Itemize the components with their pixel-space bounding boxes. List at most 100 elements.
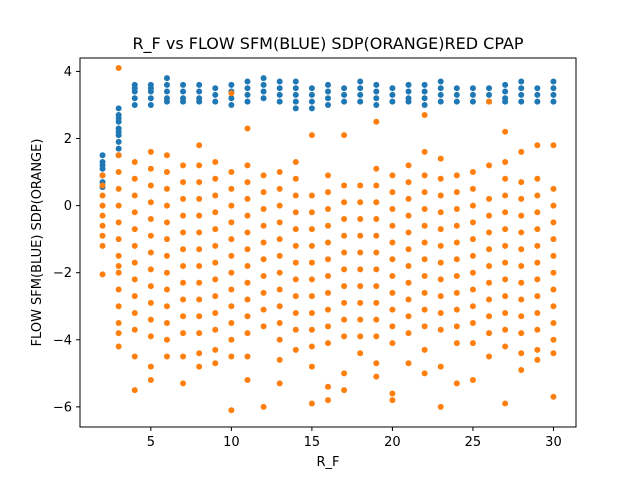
data-point [276,78,283,85]
data-point [325,256,331,263]
data-point [502,175,509,182]
data-point [131,242,138,249]
data-point [115,219,122,226]
data-point [534,142,541,149]
data-point [437,309,444,316]
data-point [373,232,380,239]
data-point [244,162,251,169]
data-point [550,393,557,400]
data-point [453,98,460,105]
data-point [131,175,138,182]
data-point [518,262,525,269]
data-point [502,88,509,95]
data-point [469,91,476,98]
data-point [147,333,154,340]
data-point [196,88,203,95]
data-point [131,293,138,300]
data-point [357,350,364,357]
data-point [437,276,444,283]
data-point [437,192,444,199]
data-point [308,400,315,407]
data-point [163,75,170,82]
data-point [453,172,460,179]
data-point [518,313,525,320]
data-point [550,219,557,226]
data-point [308,293,315,300]
data-point [469,169,476,176]
data-point [373,360,380,367]
data-point [502,158,509,165]
x-tick-label: 30 [545,435,562,450]
data-point [405,296,412,303]
data-point [228,169,235,176]
data-point [147,249,154,256]
data-point [180,330,187,337]
data-point [228,236,235,243]
data-point [341,249,348,256]
data-point [276,236,283,243]
data-point [502,209,509,216]
data-point [341,316,348,323]
data-point [486,162,493,169]
data-point [341,283,348,290]
data-point [502,293,509,300]
data-point [469,377,476,384]
data-point [163,320,170,327]
data-point [550,236,557,243]
data-point [244,313,251,320]
data-point [228,303,235,310]
data-point [308,326,315,333]
data-point [502,98,509,105]
data-point [486,195,493,202]
data-point [357,299,364,306]
data-point [260,75,267,82]
data-point [212,309,219,316]
data-point [469,236,476,243]
data-point [373,199,380,206]
data-point [276,303,283,310]
data-point [486,229,493,236]
data-point [180,262,187,269]
data-point [115,330,122,337]
data-point [244,262,251,269]
data-point [357,232,364,239]
data-point [260,88,267,95]
data-point [534,356,541,363]
data-point [518,246,525,253]
data-point [276,269,283,276]
data-point [196,330,203,337]
y-tick-label: 4 [64,65,72,80]
data-point [180,88,187,95]
data-point [486,262,493,269]
data-point [389,172,396,179]
y-tick-label: 2 [64,132,72,147]
data-point [453,189,460,196]
data-point [341,370,348,377]
data-point [341,132,348,139]
data-point [534,192,541,199]
data-point [180,179,187,186]
data-point [437,155,444,162]
data-point [550,202,557,209]
data-point [453,273,460,280]
data-point [244,246,251,253]
data-point [260,189,267,196]
data-point [276,356,283,363]
data-point [421,256,428,263]
data-point [357,249,364,256]
data-point [147,148,154,155]
data-point [550,185,557,192]
data-point [518,296,525,303]
data-point [212,360,219,367]
data-point [292,309,299,316]
data-point [147,85,154,92]
data-point [341,299,348,306]
axes-frame [79,57,577,428]
data-point [147,165,154,172]
data-point [437,78,444,85]
data-point [244,229,251,236]
data-point [308,259,315,266]
data-point [373,182,380,189]
data-point [99,242,106,249]
data-point [163,81,170,88]
